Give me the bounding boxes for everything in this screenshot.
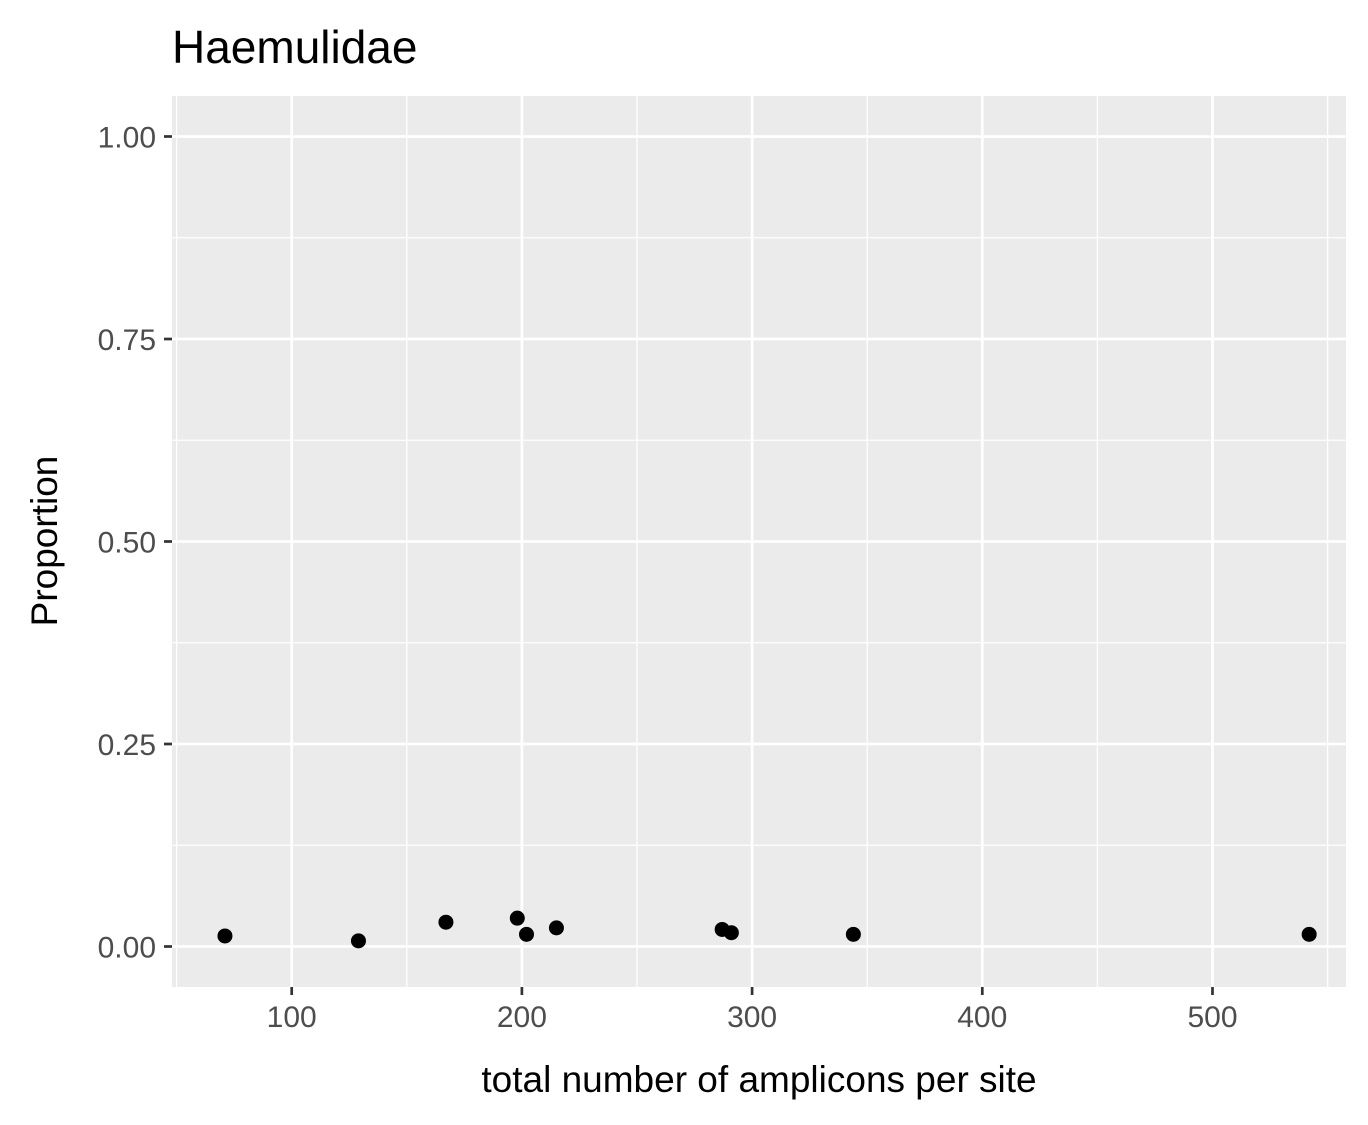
x-tick-label: 200 [497,1001,547,1034]
minor-gridlines [172,96,1346,987]
data-point [519,926,535,942]
data-point [845,926,861,942]
data-point [548,920,564,936]
y-axis-title: Proportion [24,456,65,627]
data-point [350,933,366,949]
data-point [509,910,525,926]
x-tick-label: 400 [957,1001,1007,1034]
data-point [438,914,454,930]
data-points [217,910,1317,949]
data-point [1301,926,1317,942]
y-axis-ticks: 0.00 0.25 0.50 0.75 1.00 [98,122,172,965]
y-tick-label: 1.00 [98,122,156,155]
x-tick-label: 100 [267,1001,317,1034]
x-axis-title: total number of amplicons per site [481,1059,1036,1100]
y-tick-label: 0.50 [98,527,156,560]
y-tick-label: 0.75 [98,324,156,357]
y-tick-label: 0.00 [98,932,156,965]
x-axis-ticks: 100 200 300 400 500 [267,987,1238,1034]
x-tick-label: 500 [1187,1001,1237,1034]
y-tick-label: 0.25 [98,729,156,762]
x-tick-label: 300 [727,1001,777,1034]
major-gridlines [172,96,1346,987]
data-point [723,925,739,941]
data-point [217,928,233,944]
chart-title: Haemulidae [172,21,417,73]
